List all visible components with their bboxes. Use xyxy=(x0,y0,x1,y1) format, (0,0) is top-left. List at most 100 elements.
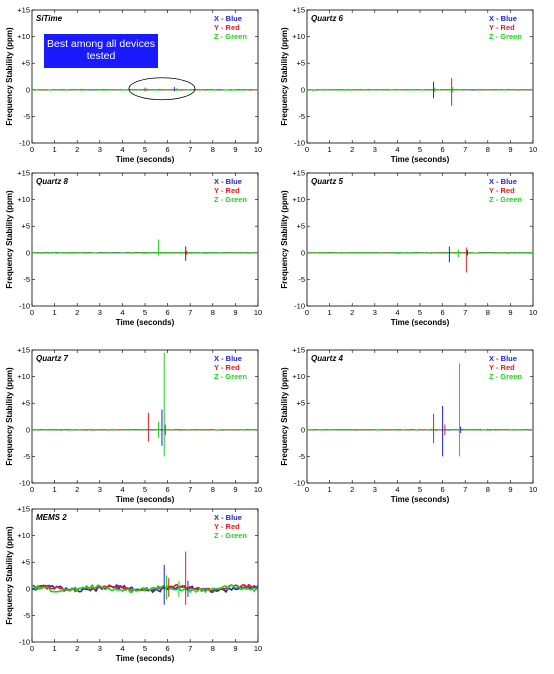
x-tick-label: 6 xyxy=(441,308,445,317)
y-tick-label: -10 xyxy=(294,302,305,311)
y-tick-label: -5 xyxy=(23,452,30,461)
x-tick-label: 10 xyxy=(254,644,262,653)
legend-entry: Y - Red xyxy=(489,23,515,32)
chart-panel: 0 1 2 3 4 5 6 7 8 9 10 +15 +10 +5 0 -5 -10 Time (seconds)… xyxy=(5,169,262,328)
x-tick-label: 5 xyxy=(143,485,147,494)
x-axis-label: Time (seconds) xyxy=(391,318,450,327)
y-tick-label: -5 xyxy=(298,275,305,284)
x-tick-label: 7 xyxy=(188,308,192,317)
x-tick-label: 7 xyxy=(188,485,192,494)
legend-entry: X - Blue xyxy=(214,354,242,363)
legend-entry: Y - Red xyxy=(214,186,240,195)
y-axis-label: Frequency Stability (ppm) xyxy=(5,27,14,126)
x-tick-label: 5 xyxy=(143,308,147,317)
x-tick-label: 2 xyxy=(350,145,354,154)
x-tick-label: 4 xyxy=(120,308,124,317)
x-tick-label: 6 xyxy=(441,145,445,154)
x-tick-label: 10 xyxy=(254,308,262,317)
y-tick-label: +10 xyxy=(17,195,30,204)
y-tick-label: 0 xyxy=(26,248,30,257)
x-tick-label: 10 xyxy=(529,308,537,317)
y-tick-label: -5 xyxy=(298,452,305,461)
plot-area xyxy=(31,349,259,484)
y-tick-label: +15 xyxy=(292,6,305,15)
y-axis-label: Frequency Stability (ppm) xyxy=(5,526,14,625)
y-tick-label: -10 xyxy=(19,139,30,148)
x-axis-label: Time (seconds) xyxy=(391,155,450,164)
legend-entry: X - Blue xyxy=(489,14,517,23)
x-tick-label: 8 xyxy=(211,485,215,494)
legend-entry: Z - Green xyxy=(489,32,522,41)
chart-panel: 0 1 2 3 4 5 6 7 8 9 10 +15 +10 +5 0 -5 -10 Time (seconds)… xyxy=(280,346,537,505)
y-tick-label: +10 xyxy=(17,372,30,381)
x-tick-label: 5 xyxy=(143,644,147,653)
y-tick-label: +15 xyxy=(17,505,30,514)
x-tick-label: 1 xyxy=(53,644,57,653)
y-tick-label: 0 xyxy=(301,425,305,434)
x-tick-label: 4 xyxy=(120,145,124,154)
x-tick-label: 0 xyxy=(30,308,34,317)
y-tick-label: -5 xyxy=(298,112,305,121)
y-tick-label: +5 xyxy=(296,222,305,231)
x-tick-label: 8 xyxy=(486,485,490,494)
y-tick-label: +10 xyxy=(292,372,305,381)
x-tick-label: 4 xyxy=(395,485,399,494)
x-axis-label: Time (seconds) xyxy=(116,495,175,504)
x-tick-label: 10 xyxy=(254,145,262,154)
x-tick-label: 2 xyxy=(350,308,354,317)
chart-title: Quartz 8 xyxy=(36,177,69,186)
x-tick-label: 8 xyxy=(211,644,215,653)
chart-title: SiTime xyxy=(36,14,63,23)
y-tick-label: +10 xyxy=(292,32,305,41)
y-tick-label: 0 xyxy=(26,425,30,434)
x-tick-label: 3 xyxy=(98,485,102,494)
plot-area xyxy=(31,172,259,307)
chart-title: Quartz 6 xyxy=(311,14,344,23)
x-axis-label: Time (seconds) xyxy=(116,318,175,327)
legend-entry: Y - Red xyxy=(214,363,240,372)
x-tick-label: 3 xyxy=(373,145,377,154)
legend-entry: X - Blue xyxy=(214,513,242,522)
y-tick-label: +15 xyxy=(292,346,305,355)
x-tick-label: 8 xyxy=(211,308,215,317)
x-tick-label: 0 xyxy=(30,644,34,653)
x-tick-label: 7 xyxy=(188,145,192,154)
x-tick-label: 2 xyxy=(75,308,79,317)
plot-area xyxy=(306,172,534,307)
x-tick-label: 5 xyxy=(143,145,147,154)
plot-area xyxy=(306,9,534,144)
y-tick-label: +5 xyxy=(21,558,30,567)
y-axis-label: Frequency Stability (ppm) xyxy=(280,190,289,289)
y-tick-label: 0 xyxy=(301,85,305,94)
x-tick-label: 1 xyxy=(328,145,332,154)
y-tick-label: +5 xyxy=(296,59,305,68)
x-tick-label: 0 xyxy=(305,308,309,317)
x-tick-label: 6 xyxy=(166,145,170,154)
x-tick-label: 2 xyxy=(75,644,79,653)
x-tick-label: 0 xyxy=(30,485,34,494)
x-tick-label: 7 xyxy=(463,485,467,494)
y-tick-label: -10 xyxy=(19,479,30,488)
x-axis-label: Time (seconds) xyxy=(116,155,175,164)
y-tick-label: +15 xyxy=(17,346,30,355)
y-axis-label: Frequency Stability (ppm) xyxy=(5,367,14,466)
series-trace xyxy=(31,583,259,594)
y-tick-label: 0 xyxy=(301,248,305,257)
x-tick-label: 10 xyxy=(529,485,537,494)
x-tick-label: 1 xyxy=(53,485,57,494)
x-tick-label: 4 xyxy=(120,485,124,494)
x-tick-label: 1 xyxy=(328,308,332,317)
y-tick-label: +5 xyxy=(21,59,30,68)
series-trace xyxy=(306,88,534,91)
series-trace xyxy=(306,428,534,431)
y-tick-label: -10 xyxy=(294,139,305,148)
highlight-ellipse xyxy=(128,77,196,101)
legend-entry: Y - Red xyxy=(214,522,240,531)
legend-entry: X - Blue xyxy=(214,14,242,23)
x-tick-label: 8 xyxy=(486,145,490,154)
x-tick-label: 4 xyxy=(395,145,399,154)
y-tick-label: +5 xyxy=(21,222,30,231)
x-tick-label: 7 xyxy=(188,644,192,653)
x-tick-label: 9 xyxy=(233,485,237,494)
x-tick-label: 6 xyxy=(441,485,445,494)
